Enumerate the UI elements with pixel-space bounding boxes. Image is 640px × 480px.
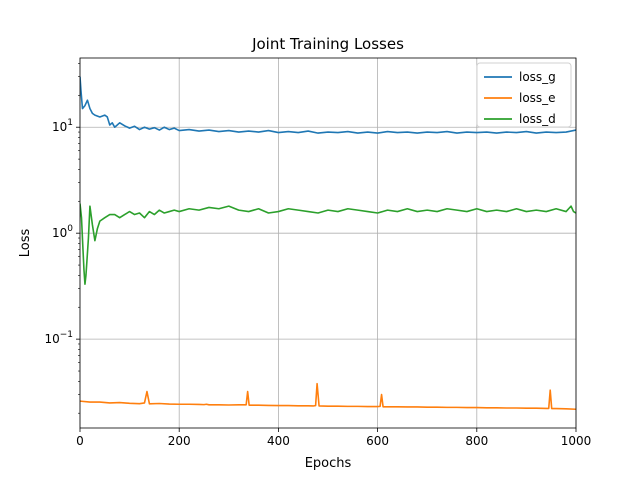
plot-frame	[79, 57, 577, 429]
x-tick-label: 1000	[561, 434, 592, 448]
x-axis-label: Epochs	[305, 456, 352, 471]
plot-area	[80, 76, 576, 411]
x-tick-label: 0	[76, 434, 84, 448]
legend: loss_g loss_e loss_d	[476, 62, 572, 128]
y-tick-label: 100	[52, 224, 73, 240]
y-axis-ticks: 10−1 100 101	[44, 63, 80, 414]
chart-title: Joint Training Losses	[251, 35, 404, 53]
y-tick-label: 10−1	[44, 330, 73, 346]
series-layer	[80, 76, 576, 411]
x-axis-ticks: 0 200 400 600 800 1000	[76, 428, 591, 448]
legend-label: loss_e	[519, 91, 556, 105]
y-axis-label: Loss	[18, 229, 33, 258]
x-tick-label: 400	[267, 434, 290, 448]
x-tick-label: 800	[465, 434, 488, 448]
legend-label: loss_d	[519, 112, 556, 126]
x-tick-label: 200	[168, 434, 191, 448]
legend-box	[476, 62, 572, 128]
series-line-loss_d	[80, 203, 576, 286]
x-tick-label: 600	[366, 434, 389, 448]
series-line-loss_g	[80, 76, 576, 134]
legend-label: loss_g	[519, 70, 556, 84]
y-tick-label: 101	[52, 118, 73, 134]
series-line-loss_e	[80, 382, 576, 411]
